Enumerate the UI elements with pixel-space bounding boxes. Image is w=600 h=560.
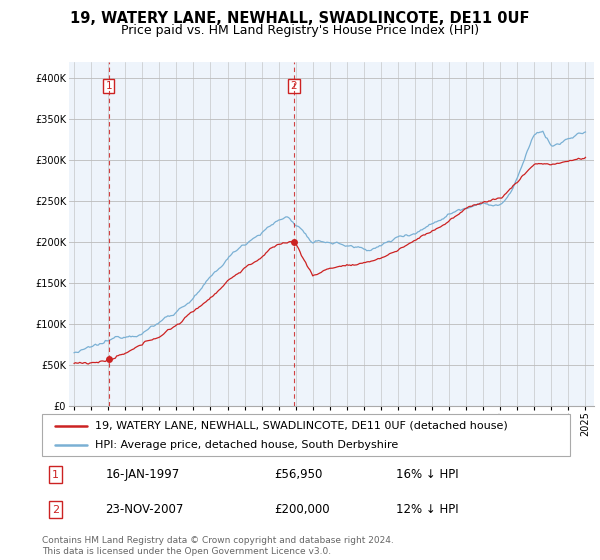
Text: 12% ↓ HPI: 12% ↓ HPI	[396, 503, 458, 516]
Text: 19, WATERY LANE, NEWHALL, SWADLINCOTE, DE11 0UF (detached house): 19, WATERY LANE, NEWHALL, SWADLINCOTE, D…	[95, 421, 508, 431]
Text: £56,950: £56,950	[274, 468, 323, 481]
Text: Contains HM Land Registry data © Crown copyright and database right 2024.
This d: Contains HM Land Registry data © Crown c…	[42, 536, 394, 556]
Text: 1: 1	[52, 470, 59, 479]
Text: 16-JAN-1997: 16-JAN-1997	[106, 468, 179, 481]
FancyBboxPatch shape	[42, 414, 570, 456]
Text: HPI: Average price, detached house, South Derbyshire: HPI: Average price, detached house, Sout…	[95, 440, 398, 450]
Text: 19, WATERY LANE, NEWHALL, SWADLINCOTE, DE11 0UF: 19, WATERY LANE, NEWHALL, SWADLINCOTE, D…	[70, 11, 530, 26]
Text: 23-NOV-2007: 23-NOV-2007	[106, 503, 184, 516]
Text: £200,000: £200,000	[274, 503, 330, 516]
Text: 1: 1	[106, 81, 112, 91]
Text: Price paid vs. HM Land Registry's House Price Index (HPI): Price paid vs. HM Land Registry's House …	[121, 24, 479, 36]
Text: 16% ↓ HPI: 16% ↓ HPI	[396, 468, 458, 481]
Text: 2: 2	[290, 81, 298, 91]
Text: 2: 2	[52, 505, 59, 515]
